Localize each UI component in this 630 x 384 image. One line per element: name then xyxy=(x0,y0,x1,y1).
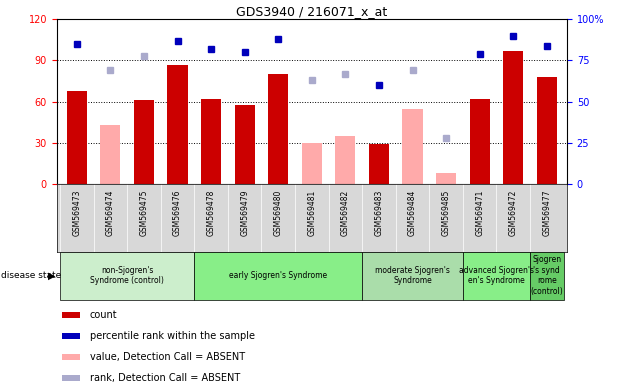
Text: GSM569485: GSM569485 xyxy=(442,190,450,236)
Text: GSM569473: GSM569473 xyxy=(72,190,81,236)
Bar xyxy=(168,65,188,184)
Title: GDS3940 / 216071_x_at: GDS3940 / 216071_x_at xyxy=(236,5,387,18)
Bar xyxy=(503,51,524,184)
Text: disease state: disease state xyxy=(1,271,61,280)
Bar xyxy=(530,252,564,300)
Bar xyxy=(268,74,289,184)
Bar xyxy=(67,91,87,184)
Bar xyxy=(436,173,456,184)
Bar xyxy=(463,252,530,300)
Text: non-Sjogren's
Syndrome (control): non-Sjogren's Syndrome (control) xyxy=(90,266,164,285)
Text: GSM569471: GSM569471 xyxy=(475,190,484,236)
Text: ▶: ▶ xyxy=(48,270,55,281)
Text: GSM569480: GSM569480 xyxy=(274,190,283,236)
Bar xyxy=(302,143,322,184)
Text: GSM569476: GSM569476 xyxy=(173,190,182,236)
Bar xyxy=(362,252,463,300)
Bar xyxy=(537,77,557,184)
Bar xyxy=(134,100,154,184)
Text: moderate Sjogren's
Syndrome: moderate Sjogren's Syndrome xyxy=(375,266,450,285)
Text: GSM569484: GSM569484 xyxy=(408,190,417,236)
Bar xyxy=(234,104,255,184)
Text: percentile rank within the sample: percentile rank within the sample xyxy=(90,331,255,341)
Bar xyxy=(62,312,79,318)
Text: advanced Sjogren's
en's Syndrome: advanced Sjogren's en's Syndrome xyxy=(459,266,534,285)
Text: GSM569479: GSM569479 xyxy=(240,190,249,236)
Text: GSM569475: GSM569475 xyxy=(139,190,149,236)
Bar xyxy=(60,252,194,300)
Text: rank, Detection Call = ABSENT: rank, Detection Call = ABSENT xyxy=(90,373,240,383)
Bar xyxy=(369,144,389,184)
Text: GSM569483: GSM569483 xyxy=(374,190,384,236)
Text: GSM569474: GSM569474 xyxy=(106,190,115,236)
Bar xyxy=(335,136,355,184)
Bar xyxy=(469,99,490,184)
Bar xyxy=(201,99,221,184)
Bar xyxy=(62,354,79,360)
Bar xyxy=(62,333,79,339)
Text: GSM569472: GSM569472 xyxy=(509,190,518,236)
Text: GSM569481: GSM569481 xyxy=(307,190,316,236)
Text: Sjogren
's synd
rome
(control): Sjogren 's synd rome (control) xyxy=(530,255,563,296)
Text: count: count xyxy=(90,310,117,320)
Bar xyxy=(62,375,79,381)
Text: GSM569478: GSM569478 xyxy=(207,190,215,236)
Text: GSM569482: GSM569482 xyxy=(341,190,350,236)
Text: early Sjogren's Syndrome: early Sjogren's Syndrome xyxy=(229,271,328,280)
Bar xyxy=(403,109,423,184)
Bar xyxy=(194,252,362,300)
Bar xyxy=(100,125,120,184)
Text: value, Detection Call = ABSENT: value, Detection Call = ABSENT xyxy=(90,352,245,362)
Text: GSM569477: GSM569477 xyxy=(542,190,551,236)
